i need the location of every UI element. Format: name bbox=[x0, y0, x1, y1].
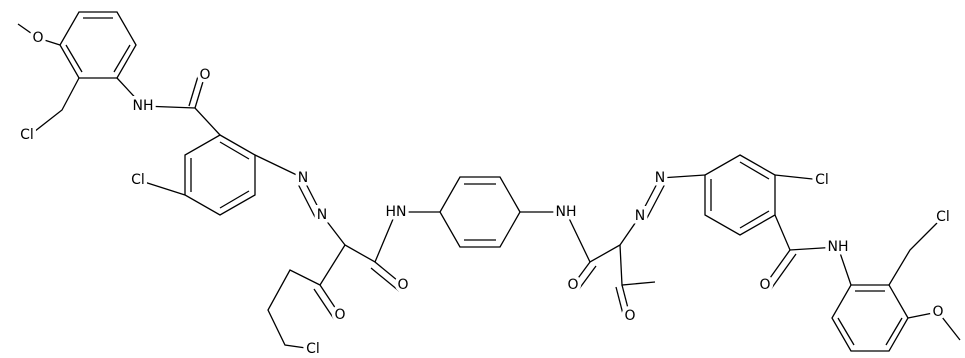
atom-labels: O Cl NH O Cl N N HN O O Cl NH O N N O Cl… bbox=[17, 27, 954, 358]
atom-label: O bbox=[759, 277, 770, 293]
atom-label: HN bbox=[386, 204, 407, 220]
atom-label: Cl bbox=[936, 209, 950, 225]
atom-label: Cl bbox=[131, 172, 145, 188]
atom-label: O bbox=[932, 304, 943, 320]
bonds bbox=[17, 11, 961, 352]
atom-label: NH bbox=[133, 98, 154, 114]
atom-label: N bbox=[635, 208, 645, 224]
atom-label: O bbox=[199, 67, 210, 83]
atom-label: N bbox=[298, 170, 308, 186]
atom-label: O bbox=[32, 30, 43, 46]
atom-label: NH bbox=[828, 239, 849, 255]
atom-label: N bbox=[317, 207, 327, 223]
atom-label: O bbox=[397, 277, 408, 293]
atom-label: O bbox=[567, 277, 578, 293]
atom-label: N bbox=[655, 170, 665, 186]
atom-label: Cl bbox=[306, 341, 320, 357]
atom-label: Cl bbox=[815, 172, 829, 188]
atom-label: O bbox=[624, 308, 635, 324]
atom-label: O bbox=[334, 307, 345, 323]
atom-label: NH bbox=[556, 204, 577, 220]
atom-label: Cl bbox=[20, 127, 34, 143]
